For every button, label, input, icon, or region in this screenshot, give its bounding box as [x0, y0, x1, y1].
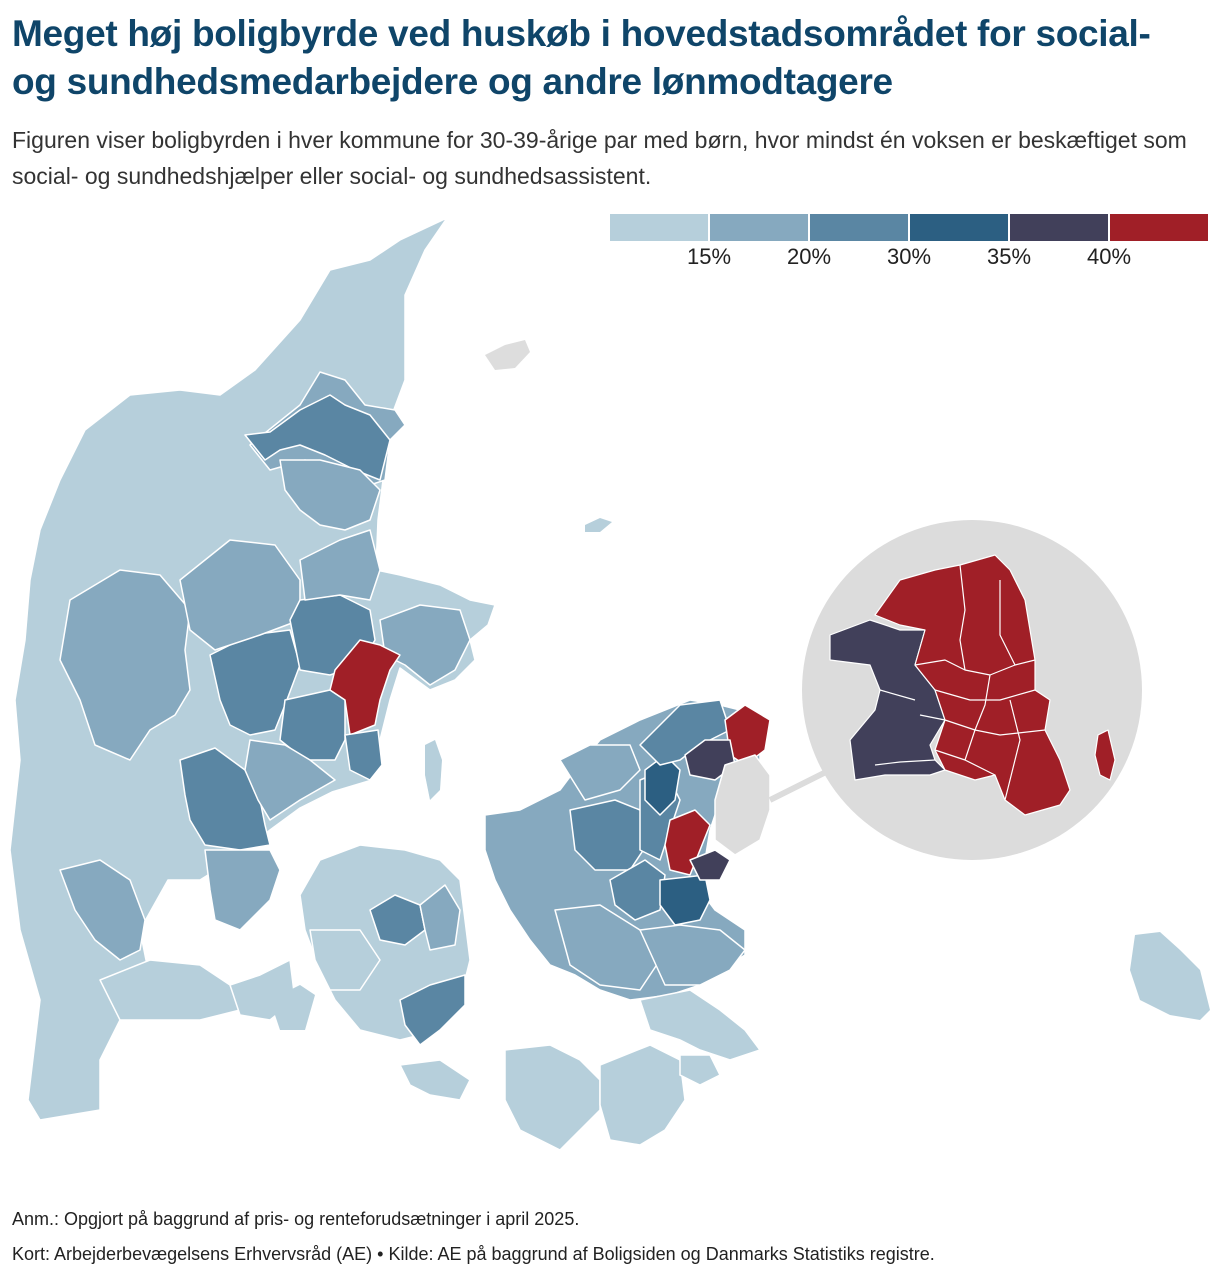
color-legend: 15% 20% 30% 35% 40% [610, 214, 1210, 274]
west-coast-south [59, 859, 146, 961]
assens-faaborg [309, 929, 381, 991]
central-jutland-west [59, 569, 191, 761]
aalborg-area [244, 394, 391, 481]
holbaek [569, 799, 651, 871]
chart-subtitle: Figuren viser boligbyrden i hver kommune… [12, 127, 1187, 189]
capital-region-placeholder [714, 754, 771, 856]
legend-tick-15: 15% [686, 244, 732, 269]
greve [689, 849, 731, 881]
mariagerfjord [279, 459, 381, 531]
legend-swatch-1 [610, 214, 708, 241]
chart-title: Meget høj boligbyrde ved huskøb i hoveds… [12, 13, 1151, 102]
inset-capital-core [874, 554, 1071, 816]
silkeborg-area [209, 629, 301, 736]
naestved [639, 924, 746, 986]
bornholm [1130, 932, 1210, 1020]
aero [399, 1059, 471, 1101]
legend-tick-35: 35% [986, 244, 1032, 269]
legend-swatch-4 [910, 214, 1008, 241]
laeso-like [585, 518, 612, 532]
inset-island [1094, 729, 1116, 781]
odsherred [559, 744, 641, 801]
legend-swatch-6 [1110, 214, 1208, 241]
source-line: Kort: Arbejderbevægelsens Erhvervsråd (A… [12, 1244, 935, 1264]
favrskov [299, 529, 381, 601]
ringsted [609, 859, 666, 921]
aarhus [329, 639, 401, 736]
kolding-area [204, 849, 281, 931]
anholt [485, 340, 530, 370]
als [270, 985, 315, 1030]
north-zealand-a [639, 699, 731, 766]
legend-tick-20: 20% [786, 244, 832, 269]
legend-swatch-3 [810, 214, 908, 241]
mon [679, 1054, 722, 1086]
lolland [504, 1044, 601, 1151]
horsens-area [244, 739, 336, 821]
nyborg [419, 884, 461, 951]
vordingborg [639, 989, 762, 1061]
legend-swatch-5 [1010, 214, 1108, 241]
vejle-area [179, 747, 271, 851]
odder [344, 729, 383, 781]
falster [599, 1044, 686, 1146]
svendborg [399, 974, 466, 1046]
samso [425, 740, 442, 800]
legend-tick-40: 40% [1086, 244, 1132, 269]
footnote: Anm.: Opgjort på baggrund af pris- og re… [12, 1209, 580, 1229]
legend-tick-30: 30% [886, 244, 932, 269]
legend-swatch-2 [710, 214, 808, 241]
south-zealand [554, 904, 661, 991]
